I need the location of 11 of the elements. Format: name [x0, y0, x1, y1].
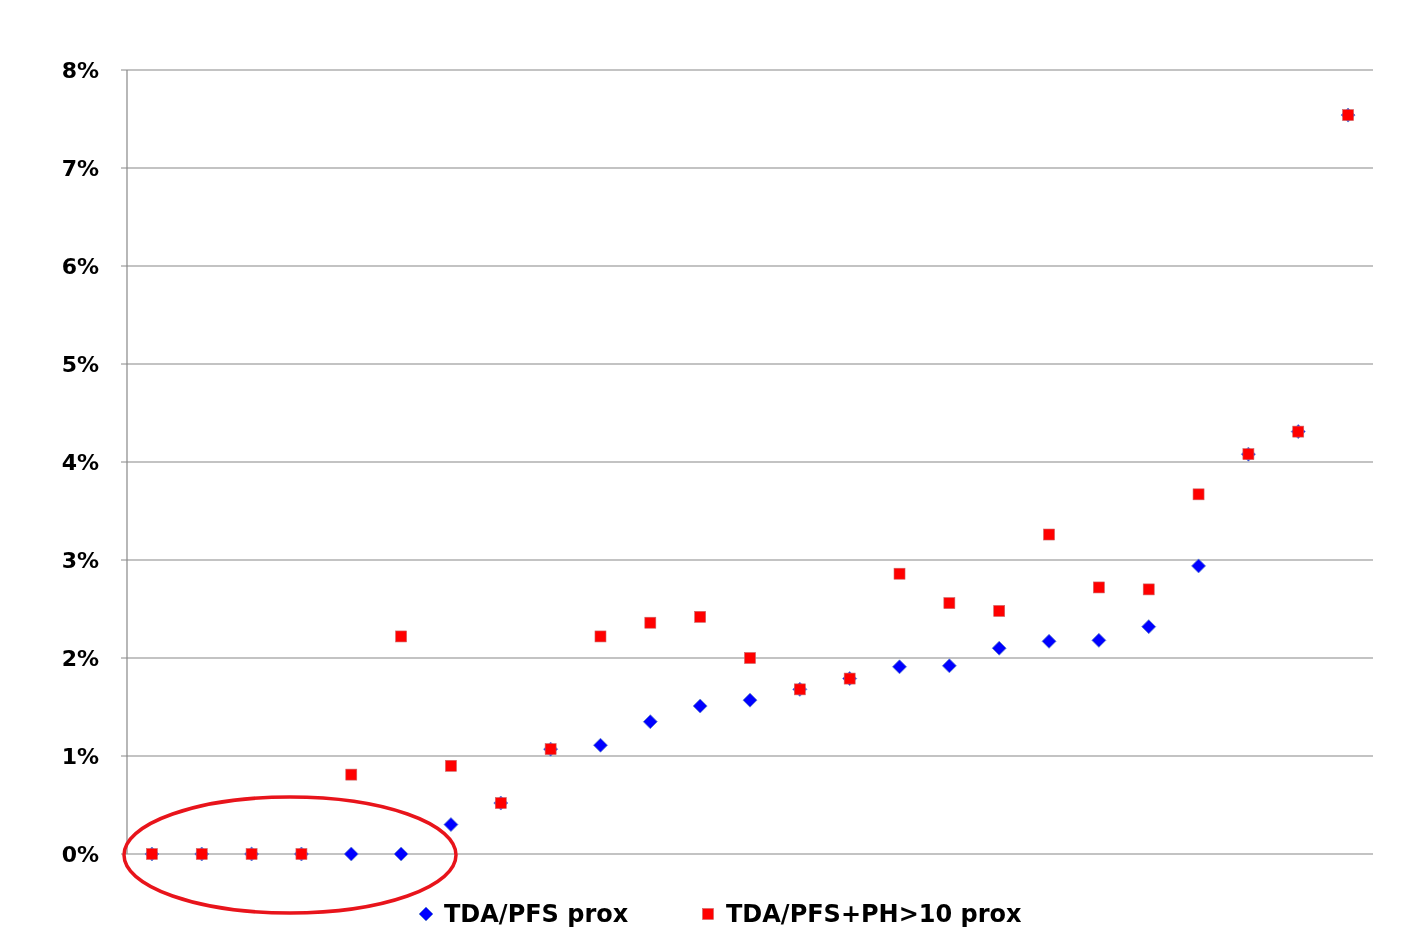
- y-tick-label: 0%: [61, 841, 99, 867]
- legend-label: TDA/PFS prox: [444, 900, 629, 929]
- y-tick-label: 7%: [61, 155, 99, 181]
- y-tick-label: 4%: [61, 449, 99, 475]
- y-tick-label: 2%: [61, 645, 99, 671]
- y-tick-label: 1%: [61, 743, 99, 769]
- y-tick-label: 6%: [61, 253, 99, 279]
- y-tick-label: 3%: [61, 547, 99, 573]
- y-tick-label: 5%: [61, 351, 99, 377]
- legend-label: TDA/PFS+PH>10 prox: [726, 900, 1023, 929]
- y-tick-label: 8%: [61, 57, 99, 83]
